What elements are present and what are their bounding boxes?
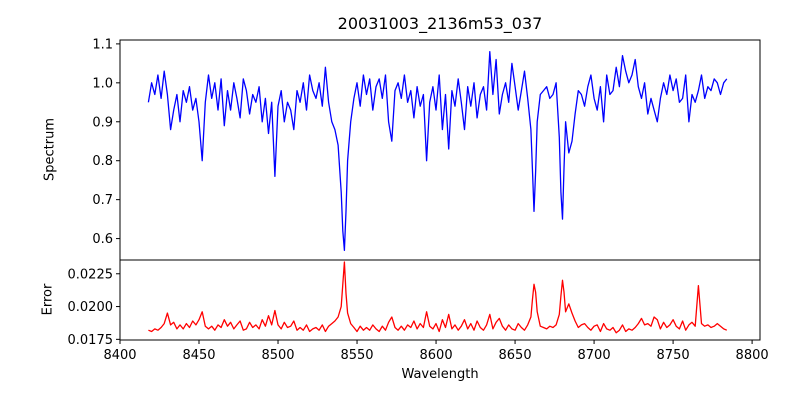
spectrum-y-tick-label: 0.6: [92, 232, 113, 247]
spectrum-y-ticks: 0.6 0.7 0.8 0.9 1.0 1.1: [92, 37, 120, 247]
spectrum-y-axis-label: Spectrum: [42, 118, 58, 181]
spectrum-y-tick-label: 1.1: [92, 37, 113, 52]
x-tick-label: 8600: [420, 348, 453, 363]
x-tick-label: 8650: [499, 348, 532, 363]
spectrum-y-tick-label: 0.7: [92, 193, 113, 208]
error-series: [148, 261, 728, 334]
x-axis-label: Wavelength: [401, 367, 479, 382]
chart-title: 20031003_2136m53_037: [337, 14, 543, 33]
error-axes-frame: [119, 259, 761, 341]
x-tick-label: 8700: [578, 348, 611, 363]
spectrum-y-tick-label: 1.0: [92, 76, 113, 91]
x-tick-label: 8400: [103, 348, 136, 363]
error-line: [148, 261, 728, 334]
x-tick-label: 8550: [340, 348, 373, 363]
error-y-tick-label: 0.0225: [68, 267, 114, 282]
spectrum-axes-frame: [119, 39, 761, 261]
spectrum-series: [147, 51, 728, 251]
x-tick-label: 8750: [657, 348, 690, 363]
x-ticks: 8400 8450 8500 8550 8600 8650 8700 8750 8800: [103, 340, 769, 363]
error-y-tick-label: 0.0200: [68, 300, 114, 315]
x-tick-label: 8800: [736, 348, 769, 363]
spectrum-line: [147, 51, 728, 251]
error-y-tick-label: 0.0175: [68, 333, 114, 348]
spectrum-y-tick-label: 0.8: [92, 154, 113, 169]
error-y-ticks: 0.0175 0.0200 0.0225: [68, 267, 120, 348]
error-y-axis-label: Error: [40, 283, 56, 316]
x-tick-label: 8450: [182, 348, 215, 363]
spectrum-y-tick-label: 0.9: [92, 115, 113, 130]
x-tick-label: 8500: [261, 348, 294, 363]
